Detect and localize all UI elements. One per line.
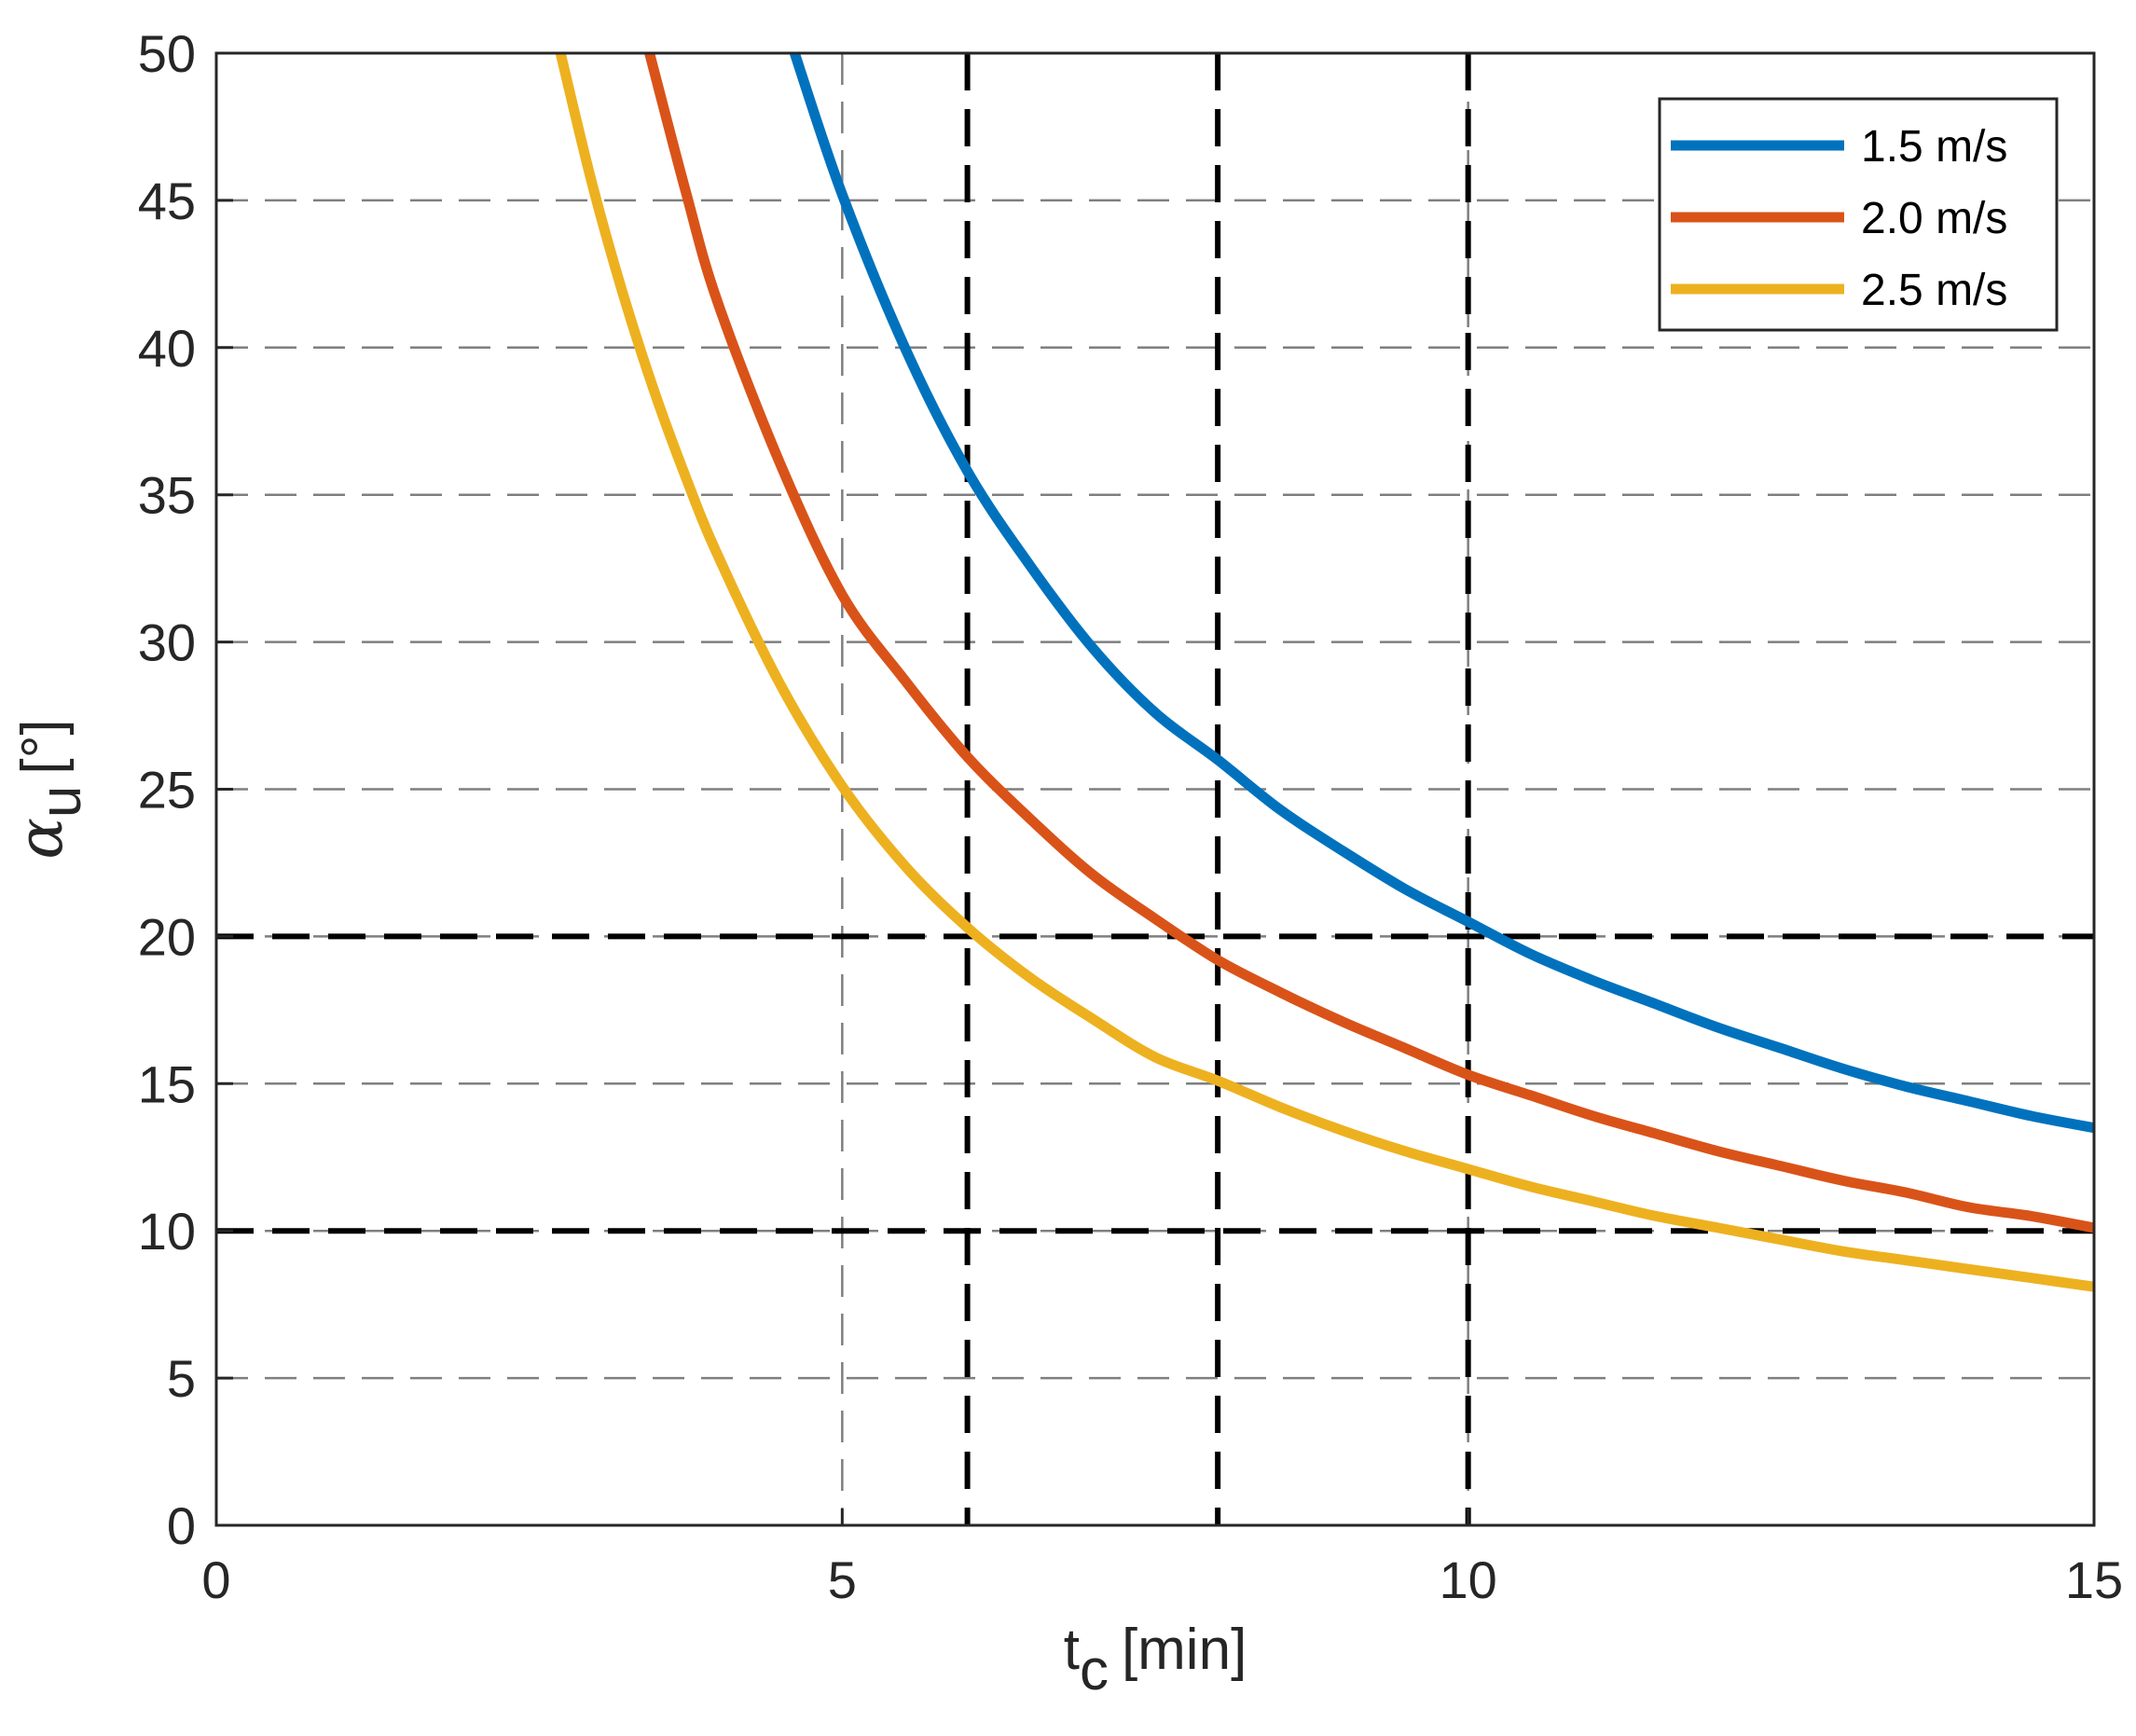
y-tick-label: 20: [138, 907, 196, 966]
y-tick-label: 35: [138, 466, 196, 525]
series-lines: [555, 51, 2096, 1292]
series-line-1-5-m-s: [790, 51, 2096, 1134]
axis-ticks: 0 5 10 15 0 5 10 15 20 25 30 35 40 45 50: [138, 24, 2123, 1609]
x-axis-title: tc [min]: [1064, 1618, 1247, 1702]
y-tick-label: 15: [138, 1054, 196, 1113]
legend: 1.5 m/s 2.0 m/s 2.5 m/s: [1658, 97, 2059, 332]
x-tick-label: 5: [828, 1550, 857, 1609]
y-axis-title: αu[°]: [5, 719, 93, 859]
y-tick-label: 30: [138, 613, 196, 672]
legend-label: 2.5 m/s: [1861, 266, 2007, 315]
series-line-2-0-m-s: [644, 51, 2096, 1233]
x-tick-label: 10: [1440, 1550, 1497, 1609]
reference-lines: [216, 53, 2094, 1525]
series-line-2-5-m-s: [555, 51, 2095, 1292]
y-tick-label: 5: [167, 1349, 196, 1408]
x-tick-label: 0: [201, 1550, 230, 1609]
y-tick-label: 10: [138, 1202, 196, 1261]
y-tick-label: 50: [138, 24, 196, 83]
y-tick-label: 0: [167, 1496, 196, 1555]
legend-label: 1.5 m/s: [1861, 122, 2007, 172]
x-tick-label: 15: [2065, 1550, 2123, 1609]
y-tick-label: 25: [138, 761, 196, 820]
y-tick-label: 40: [138, 319, 196, 378]
legend-label: 2.0 m/s: [1861, 194, 2007, 243]
y-tick-label: 45: [138, 172, 196, 230]
